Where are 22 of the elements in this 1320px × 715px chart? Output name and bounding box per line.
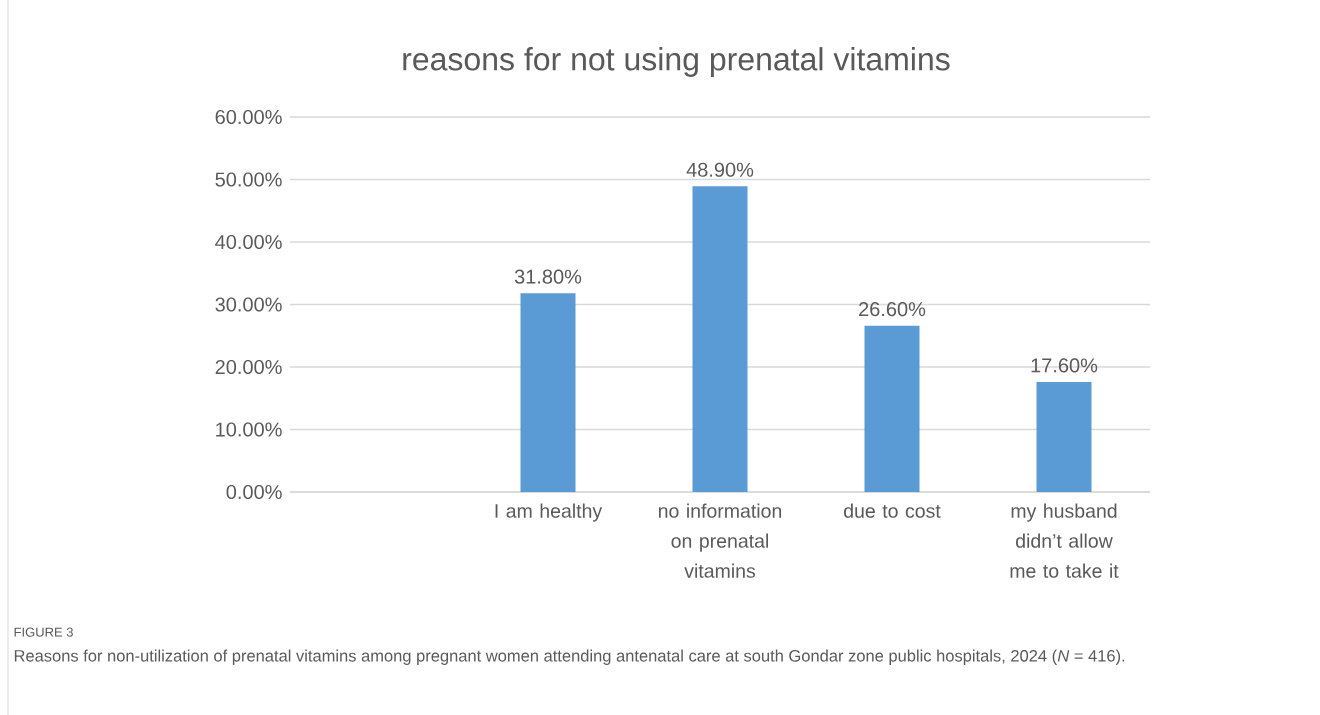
y-tick-label: 40.00%	[215, 234, 282, 250]
y-tick-label: 60.00%	[215, 109, 282, 125]
chart-title: reasons for not using prenatal vitamins	[403, 47, 950, 77]
caption: FIGURE 3	[14, 627, 73, 637]
x-tick-label: no information on prenatal vitamins	[658, 503, 782, 578]
y-tick-label: 50.00%	[215, 172, 282, 187]
x-tick-label: due to cost	[844, 503, 941, 518]
bar	[864, 325, 920, 492]
x-tick-label: I am healthy	[495, 503, 603, 522]
y-tick-label: 10.00%	[216, 422, 282, 437]
text: Reasons for non-utilization of prenatal vitamins among pregnant women attending antenatal care at south Gondar zone public hospitals, 2024 (N = 416).	[14, 649, 1125, 665]
y-tick-label: 30.00%	[215, 297, 282, 312]
y-tick-label: 0.00%	[226, 484, 282, 500]
bar	[1036, 382, 1092, 492]
y-tick-label: 20.00%	[215, 359, 282, 375]
x-tick-label: my husband didn’t allow me to take it	[1010, 503, 1119, 578]
data-label: 26.60%	[859, 302, 926, 317]
data-label: 48.90%	[686, 162, 754, 177]
bar	[520, 293, 576, 492]
data-label: 17.60%	[1031, 358, 1098, 373]
data-label: 31.80%	[514, 269, 582, 284]
bar	[692, 186, 748, 492]
